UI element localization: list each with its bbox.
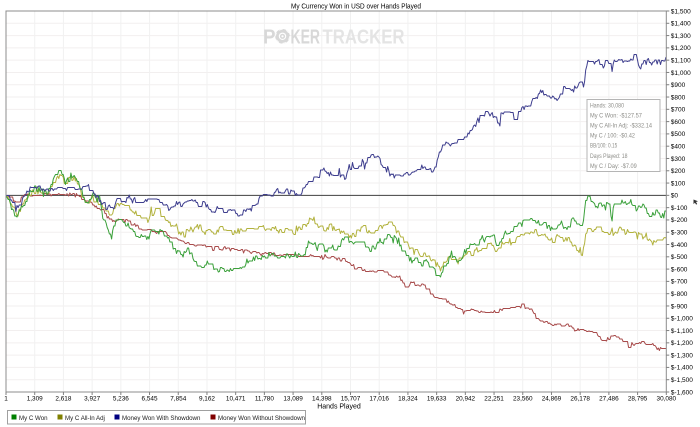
svg-text:24,869: 24,869 <box>542 396 562 403</box>
svg-text:$-800: $-800 <box>671 291 688 298</box>
svg-text:22,251: 22,251 <box>484 396 504 403</box>
svg-text:$-300: $-300 <box>671 230 688 237</box>
svg-text:$1,100: $1,100 <box>671 57 691 64</box>
svg-text:30,080: 30,080 <box>657 396 677 403</box>
svg-text:9,162: 9,162 <box>199 396 215 403</box>
svg-text:$-700: $-700 <box>671 279 688 286</box>
svg-text:$-200: $-200 <box>671 217 688 224</box>
svg-text:$-400: $-400 <box>671 242 688 249</box>
svg-text:My C / 100: -$0.42: My C / 100: -$0.42 <box>590 133 635 140</box>
svg-text:17,016: 17,016 <box>369 396 389 403</box>
svg-text:$300: $300 <box>671 156 686 163</box>
svg-text:Days Played: 18: Days Played: 18 <box>590 153 628 160</box>
svg-text:1,309: 1,309 <box>27 396 43 403</box>
svg-text:5,236: 5,236 <box>113 396 129 403</box>
svg-text:$-600: $-600 <box>671 266 688 273</box>
svg-text:My C Won: My C Won <box>19 415 48 422</box>
svg-text:KER: KER <box>291 27 321 49</box>
svg-text:20,942: 20,942 <box>456 396 476 403</box>
svg-text:My C / Day: -$7.09: My C / Day: -$7.09 <box>590 163 637 170</box>
svg-text:15,707: 15,707 <box>341 396 361 403</box>
svg-text:$700: $700 <box>671 107 686 114</box>
svg-text:$-900: $-900 <box>671 303 688 310</box>
svg-text:$600: $600 <box>671 119 686 126</box>
svg-text:$-1,200: $-1,200 <box>671 340 693 347</box>
svg-text:BB/100: 0.15: BB/100: 0.15 <box>590 143 618 150</box>
svg-text:$100: $100 <box>671 180 686 187</box>
svg-text:13,089: 13,089 <box>283 396 303 403</box>
svg-text:14,398: 14,398 <box>312 396 332 403</box>
svg-text:$-1,500: $-1,500 <box>671 377 693 384</box>
svg-text:$800: $800 <box>671 94 686 101</box>
svg-text:My C Won: -$127.57: My C Won: -$127.57 <box>590 113 642 120</box>
svg-text:Money Won Without Showdown: Money Won Without Showdown <box>218 415 306 422</box>
svg-text:$-100: $-100 <box>671 205 688 212</box>
svg-text:Money Won With Showdown: Money Won With Showdown <box>122 415 201 422</box>
svg-text:3,927: 3,927 <box>84 396 100 403</box>
svg-text:My Currency Won in USD over Ha: My Currency Won in USD over Hands Played <box>291 4 421 11</box>
svg-text:$-1,300: $-1,300 <box>671 352 693 359</box>
svg-text:My C All-In Adj: -$332.14: My C All-In Adj: -$332.14 <box>590 123 652 130</box>
svg-text:$1,400: $1,400 <box>671 21 691 28</box>
svg-text:$1,300: $1,300 <box>671 33 691 40</box>
svg-text:$-500: $-500 <box>671 254 688 261</box>
svg-text:$500: $500 <box>671 131 686 138</box>
svg-text:$1,200: $1,200 <box>671 45 691 52</box>
svg-text:$200: $200 <box>671 168 686 175</box>
svg-text:28,795: 28,795 <box>628 396 648 403</box>
svg-text:Hands Played: Hands Played <box>317 404 361 411</box>
svg-text:27,486: 27,486 <box>599 396 619 403</box>
svg-text:$1,000: $1,000 <box>671 70 691 77</box>
svg-text:$-1,600: $-1,600 <box>671 389 693 396</box>
svg-text:$-1,400: $-1,400 <box>671 365 693 372</box>
svg-text:$-1,100: $-1,100 <box>671 328 693 335</box>
svg-text:1: 1 <box>4 396 8 403</box>
svg-text:P: P <box>263 27 276 49</box>
svg-text:26,178: 26,178 <box>570 396 590 403</box>
svg-text:23,560: 23,560 <box>513 396 533 403</box>
svg-text:19,633: 19,633 <box>427 396 447 403</box>
svg-text:$1,500: $1,500 <box>671 8 691 15</box>
svg-text:$0: $0 <box>671 193 679 200</box>
svg-text:10,471: 10,471 <box>226 396 246 403</box>
svg-text:$900: $900 <box>671 82 686 89</box>
svg-text:11,780: 11,780 <box>255 396 275 403</box>
svg-text:My C All-In Adj: My C All-In Adj <box>65 415 105 422</box>
svg-text:7,854: 7,854 <box>170 396 186 403</box>
svg-text:$400: $400 <box>671 143 686 150</box>
svg-text:18,324: 18,324 <box>398 396 418 403</box>
svg-text:TRACKER: TRACKER <box>323 27 405 49</box>
svg-text:2,618: 2,618 <box>55 396 71 403</box>
svg-text:6,545: 6,545 <box>142 396 158 403</box>
svg-text:$-1,000: $-1,000 <box>671 316 693 323</box>
svg-text:Hands: 30,080: Hands: 30,080 <box>590 102 624 109</box>
